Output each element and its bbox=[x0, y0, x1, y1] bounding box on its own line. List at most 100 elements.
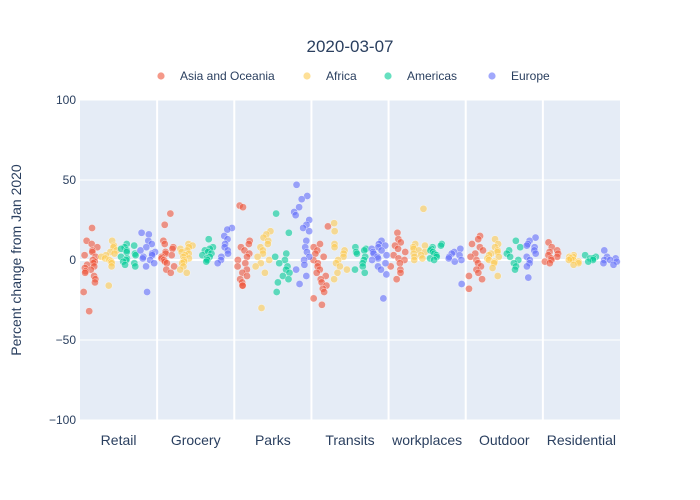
scatter-point bbox=[430, 256, 438, 264]
scatter-point bbox=[569, 260, 578, 269]
legend-marker bbox=[488, 72, 496, 80]
scatter-point bbox=[257, 304, 266, 312]
scatter-point bbox=[584, 257, 593, 266]
scatter-point bbox=[444, 254, 453, 263]
legend-marker bbox=[157, 72, 165, 80]
scatter-point bbox=[377, 265, 385, 274]
scatter-point bbox=[261, 268, 269, 277]
scatter-point bbox=[599, 259, 608, 268]
scatter-point bbox=[292, 180, 301, 189]
scatter-point bbox=[524, 273, 533, 282]
scatter-point bbox=[360, 246, 369, 255]
scatter-point bbox=[360, 268, 369, 277]
scatter-point bbox=[419, 204, 428, 213]
scatter-point bbox=[204, 235, 213, 244]
scatter-point bbox=[224, 249, 232, 258]
scatter-point bbox=[609, 260, 618, 269]
scatter-point bbox=[379, 294, 388, 303]
scatter-point bbox=[176, 265, 185, 274]
x-category-label: Grocery bbox=[171, 432, 221, 448]
scatter-point bbox=[312, 268, 321, 277]
scatter-point bbox=[244, 240, 253, 248]
scatter-point bbox=[330, 219, 338, 228]
scatter-point bbox=[330, 275, 338, 284]
scatter-point bbox=[143, 288, 151, 296]
y-tick-label: 100 bbox=[56, 93, 76, 107]
scatter-point bbox=[80, 251, 89, 260]
chart-title: 2020-03-07 bbox=[307, 37, 394, 56]
scatter-point bbox=[284, 275, 293, 284]
scatter-point bbox=[213, 259, 222, 268]
scatter-point bbox=[396, 268, 405, 277]
series-group bbox=[117, 209, 600, 296]
scatter-point bbox=[160, 240, 169, 248]
scatter-point bbox=[450, 257, 459, 266]
legend-marker bbox=[303, 72, 311, 80]
scatter-point bbox=[392, 275, 401, 284]
scatter-point bbox=[295, 203, 303, 212]
y-tick-label: −50 bbox=[56, 333, 77, 347]
x-category-label: Residential bbox=[547, 432, 616, 448]
scatter-point bbox=[324, 222, 332, 231]
scatter-point bbox=[131, 262, 140, 271]
legend-marker bbox=[384, 72, 392, 80]
scatter-point bbox=[241, 259, 250, 268]
scatter-point bbox=[291, 211, 300, 220]
scatter-point bbox=[474, 235, 483, 244]
scatter-point bbox=[343, 265, 351, 274]
scatter-point bbox=[437, 241, 445, 250]
scatter-point bbox=[330, 243, 339, 252]
scatter-point bbox=[285, 268, 294, 277]
scatter-point bbox=[138, 254, 147, 263]
x-category-label: Outdoor bbox=[479, 432, 530, 448]
scatter-point bbox=[410, 256, 419, 264]
scatter-point bbox=[512, 236, 520, 245]
scatter-point bbox=[295, 280, 304, 288]
scatter-point bbox=[523, 262, 531, 271]
scatter-point bbox=[368, 256, 376, 264]
scatter-point bbox=[239, 203, 247, 212]
scatter-point bbox=[292, 265, 300, 274]
scatter-point bbox=[274, 278, 282, 287]
scatter-point bbox=[302, 236, 311, 245]
scatter-point bbox=[466, 252, 475, 261]
scatter-point bbox=[522, 241, 531, 250]
scatter-point bbox=[243, 272, 251, 280]
scatter-point bbox=[302, 272, 311, 280]
scatter-point bbox=[358, 262, 367, 271]
scatter-point bbox=[168, 244, 177, 253]
scatter-point bbox=[457, 280, 466, 288]
x-category-label: Retail bbox=[101, 432, 137, 448]
y-axis-title: Percent change from Jan 2020 bbox=[8, 164, 24, 356]
scatter-point bbox=[122, 248, 131, 256]
series-group bbox=[79, 201, 562, 316]
scatter-point bbox=[479, 246, 487, 255]
y-axis-ticks: 100 50 0 −50 −100 bbox=[49, 93, 76, 427]
scatter-point bbox=[142, 243, 151, 252]
scatter-point bbox=[275, 259, 284, 268]
scatter-point bbox=[85, 307, 94, 316]
scatter-point bbox=[299, 224, 307, 232]
scatter-point bbox=[516, 243, 525, 252]
scatter-point bbox=[506, 252, 514, 261]
scatter-point bbox=[465, 284, 473, 293]
scatter-point bbox=[320, 288, 328, 296]
scatter-point bbox=[142, 262, 150, 271]
scatter-point bbox=[91, 278, 99, 287]
scatter-point bbox=[545, 259, 554, 268]
scatter-point bbox=[263, 240, 272, 248]
scatter-point bbox=[150, 259, 158, 268]
y-tick-label: −100 bbox=[49, 413, 76, 427]
scatter-point bbox=[351, 265, 359, 274]
scatter-point bbox=[474, 268, 483, 277]
scatter-point bbox=[238, 281, 247, 290]
scatter-point bbox=[382, 251, 391, 260]
scatter-point bbox=[272, 209, 280, 218]
scatter-point bbox=[170, 262, 178, 271]
scatter-point bbox=[382, 270, 391, 279]
scatter-point bbox=[478, 275, 486, 284]
scatter-point bbox=[223, 225, 232, 234]
legend-label: Asia and Oceania bbox=[180, 69, 275, 83]
scatter-point bbox=[488, 264, 497, 272]
